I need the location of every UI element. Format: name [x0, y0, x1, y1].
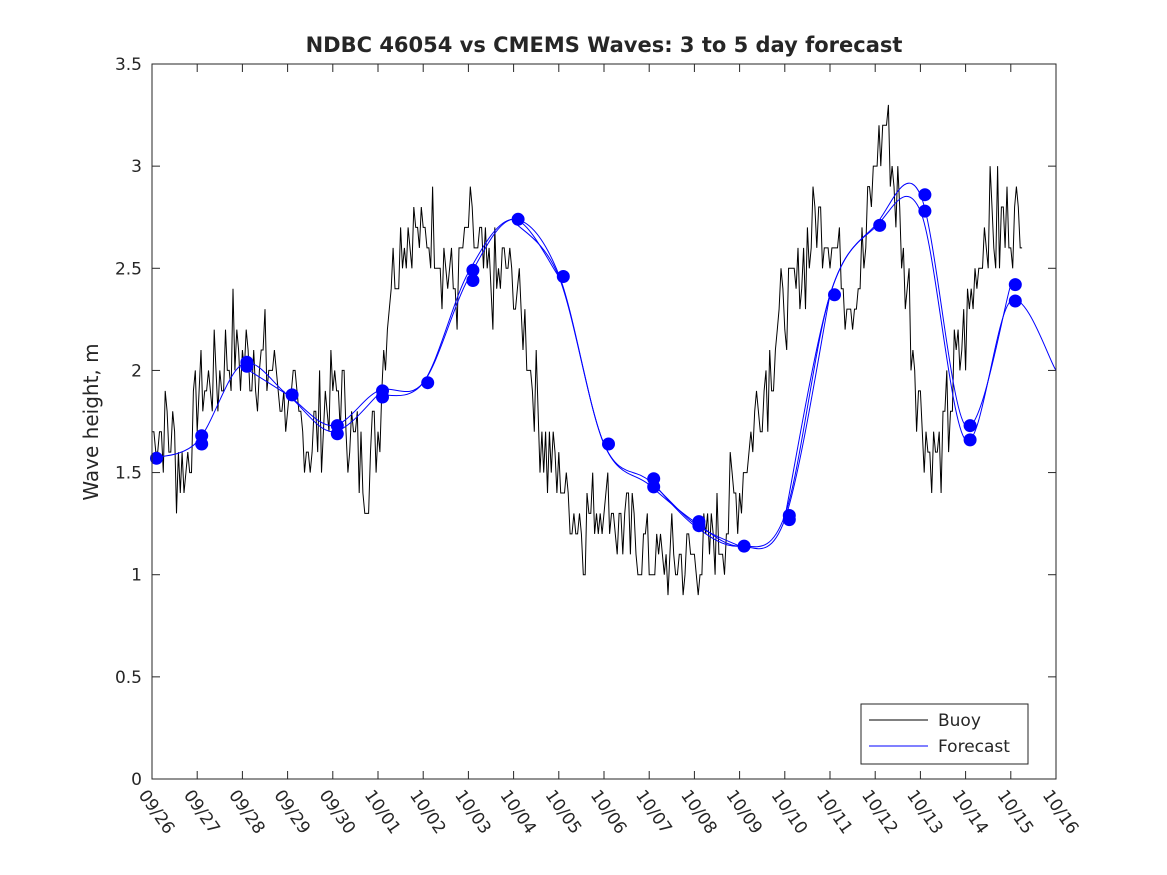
y-tick-label: 0.5	[115, 668, 142, 688]
y-tick-label: 3	[131, 157, 142, 177]
axes-box	[151, 63, 1057, 780]
forecast-marker	[195, 437, 209, 451]
y-tick-label: 0	[131, 770, 142, 790]
forecast-marker	[602, 437, 615, 451]
forecast-marker	[782, 513, 796, 527]
y-tick-label: 1.5	[115, 464, 142, 484]
y-tick-label: 1	[131, 566, 142, 586]
forecast-marker	[647, 480, 661, 494]
legend: Buoy Forecast	[860, 703, 1029, 765]
forecast-marker	[692, 519, 706, 533]
forecast-marker	[150, 451, 163, 465]
forecast-marker	[918, 188, 932, 202]
forecast-marker	[240, 359, 254, 373]
forecast-marker	[466, 263, 480, 277]
forecast-line	[784, 195, 1057, 518]
forecast-marker	[511, 212, 525, 226]
forecast-marker	[963, 433, 977, 447]
forecast-marker	[285, 388, 299, 402]
chart-title: NDBC 46054 vs CMEMS Waves: 3 to 5 day fo…	[306, 33, 903, 57]
forecast-marker	[1008, 294, 1022, 308]
forecast-line	[513, 220, 831, 550]
plot-area	[152, 64, 1056, 779]
forecast-marker	[421, 376, 435, 390]
forecast-marker	[918, 204, 932, 218]
forecast-marker	[330, 427, 344, 441]
forecast-marker	[466, 274, 480, 287]
legend-buoy-label: Buoy	[938, 711, 981, 731]
legend-box	[860, 703, 1029, 765]
forecast-markers	[150, 188, 1022, 553]
y-tick-label: 2	[131, 361, 142, 381]
y-axis-label: Wave height, m	[79, 343, 103, 500]
forecast-marker	[963, 419, 977, 433]
y-tick-labels: 0 0.5 1 1.5 2 2.5 3 3.5	[115, 55, 142, 790]
y-tick-label: 3.5	[115, 55, 142, 75]
forecast-marker	[556, 270, 570, 283]
forecast-marker	[1008, 278, 1022, 292]
y-tick-label: 2.5	[115, 259, 142, 279]
forecast-marker	[376, 390, 389, 404]
legend-forecast-label: Forecast	[938, 737, 1010, 757]
forecast-marker	[828, 288, 841, 302]
forecast-marker	[873, 218, 887, 232]
forecast-marker	[737, 539, 751, 553]
